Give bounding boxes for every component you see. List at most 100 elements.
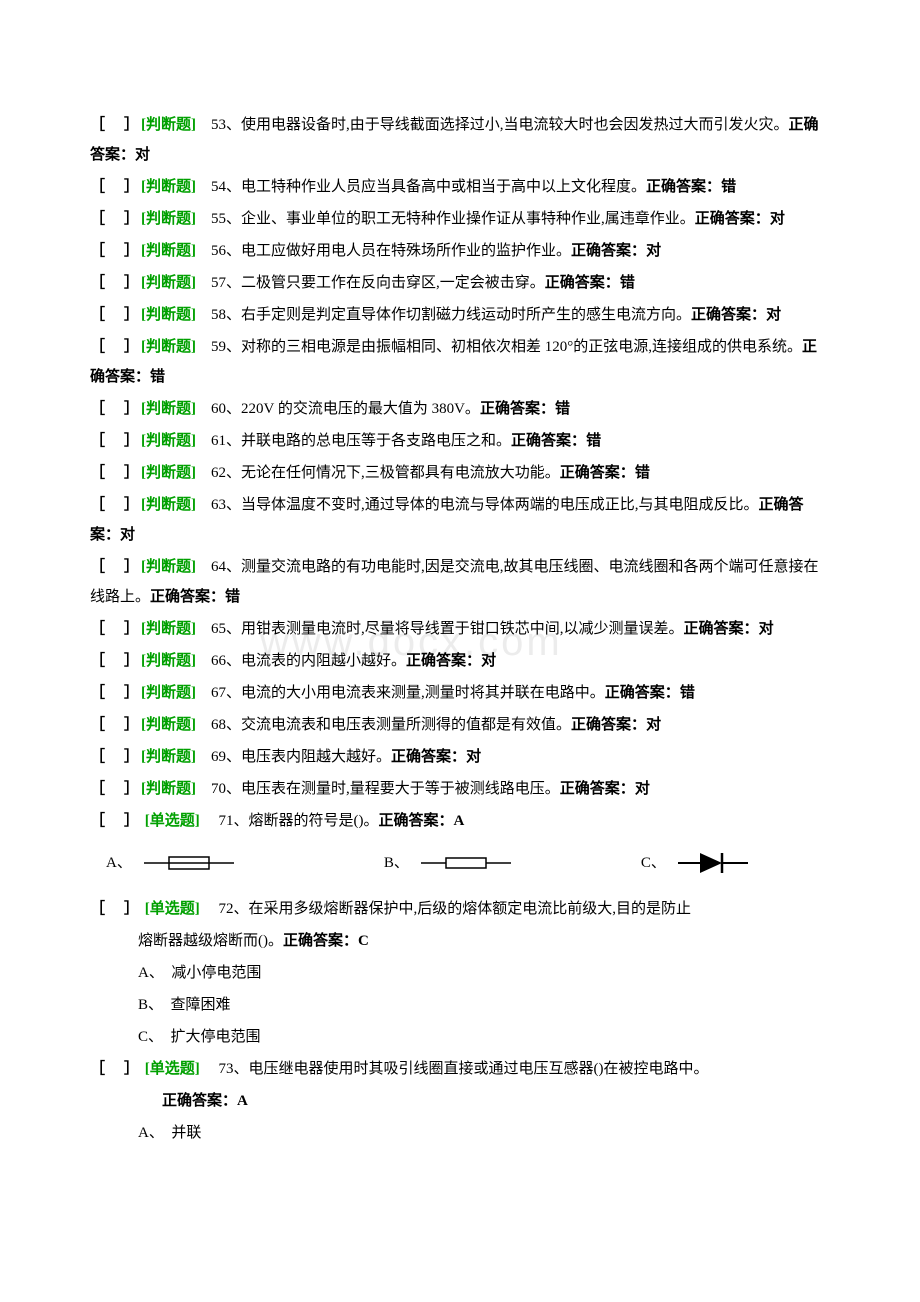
bracket: ［ ］ [90,401,141,417]
bracket: ［ ］ [90,307,141,323]
answer-label: 正确答案： [406,653,481,669]
answer-value: 对 [759,621,774,637]
answer-label: 正确答案： [162,1093,237,1109]
question-type-tag: [单选题] [145,1061,200,1077]
answer-label: 正确答案： [379,813,454,829]
answer-value: 错 [721,179,736,195]
question-70: ［ ］[判断题] 70、电压表在测量时,量程要大于等于被测线路电压。正确答案：对 [90,774,830,804]
question-number: 66 [196,653,226,669]
question-text: 、电流表的内阻越小越好。 [226,653,406,669]
bracket: ［ ］ [90,339,141,355]
bracket: ［ ］ [90,685,141,701]
bracket: ［ ］ [90,275,141,291]
question-number: 59 [196,339,226,355]
answer-label: 正确答案： [511,433,586,449]
question-number: 72 [204,901,234,917]
question-number: 68 [196,717,226,733]
question-number: 53 [196,117,226,133]
bracket: ［ ］ [90,901,141,917]
q73-options: A、 并联 [90,1118,830,1148]
answer-label: 正确答案： [646,179,721,195]
bracket: ［ ］ [90,211,141,227]
question-type-tag: [判断题] [141,211,196,227]
answer-value: 对 [466,749,481,765]
question-type-tag: [判断题] [141,243,196,259]
answer-label: 正确答案： [571,717,646,733]
answer-label: 正确答案： [571,243,646,259]
answer-label: 正确答案： [560,781,635,797]
question-number: 69 [196,749,226,765]
question-number: 57 [196,275,226,291]
question-text: 、220V 的交流电压的最大值为 380V。 [226,401,480,417]
answer-value: 对 [120,527,135,543]
question-66: ［ ］[判断题] 66、电流表的内阻越小越好。正确答案：对 [90,646,830,676]
question-number: 73 [204,1061,234,1077]
answer-value: 对 [635,781,650,797]
answer-value: 对 [646,243,661,259]
question-59: ［ ］[判断题] 59、对称的三相电源是由振幅相同、初相依次相差 120°的正弦… [90,332,830,392]
question-type-tag: [判断题] [141,465,196,481]
bracket: ［ ］ [90,749,141,765]
question-72-cont: 熔断器越级熔断而()。正确答案：C [90,926,830,956]
bracket: ［ ］ [90,559,141,575]
question-68: ［ ］[判断题] 68、交流电流表和电压表测量所测得的值都是有效值。正确答案：对 [90,710,830,740]
question-text-part2: 熔断器越级熔断而()。 [138,933,283,949]
q71-option-c: C、 [641,848,748,878]
question-type-tag: [单选题] [145,901,200,917]
question-69: ［ ］[判断题] 69、电压表内阻越大越好。正确答案：对 [90,742,830,772]
q71-option-b: B、 [384,848,511,878]
question-number: 64 [196,559,226,575]
answer-value: 错 [680,685,695,701]
question-67: ［ ］[判断题] 67、电流的大小用电流表来测量,测量时将其并联在电路中。正确答… [90,678,830,708]
question-58: ［ ］[判断题] 58、右手定则是判定直导体作切割磁力线运动时所产生的感生电流方… [90,300,830,330]
question-type-tag: [判断题] [141,497,196,513]
q71-options: A、 B、 C、 [90,848,830,878]
option-label-a: A、 [106,848,132,878]
question-text: 、电工应做好用电人员在特殊场所作业的监护作业。 [226,243,571,259]
question-type-tag: [判断题] [141,717,196,733]
question-55: ［ ］[判断题] 55、企业、事业单位的职工无特种作业操作证从事特种作业,属违章… [90,204,830,234]
question-71: ［ ］ [单选题] 71、熔断器的符号是()。正确答案：A [90,806,830,836]
option-label-c: C、 [641,848,666,878]
answer-value: 错 [225,589,240,605]
q72-option-a: A、 减小停电范围 [138,958,830,988]
answer-label: 正确答案： [391,749,466,765]
question-text: 、当导体温度不变时,通过导体的电流与导体两端的电压成正比,与其电阻成反比。 [226,497,759,513]
answer-label: 正确答案： [684,621,759,637]
question-56: ［ ］[判断题] 56、电工应做好用电人员在特殊场所作业的监护作业。正确答案：对 [90,236,830,266]
question-text: 、对称的三相电源是由振幅相同、初相依次相差 120°的正弦电源,连接组成的供电系… [226,339,802,355]
question-type-tag: [判断题] [141,275,196,291]
question-text: 、企业、事业单位的职工无特种作业操作证从事特种作业,属违章作业。 [226,211,695,227]
answer-value: 错 [586,433,601,449]
bracket: ［ ］ [90,117,141,133]
question-text: 、无论在任何情况下,三极管都具有电流放大功能。 [226,465,560,481]
question-60: ［ ］[判断题] 60、220V 的交流电压的最大值为 380V。正确答案：错 [90,394,830,424]
answer-value: 错 [620,275,635,291]
question-64: ［ ］[判断题] 64、测量交流电路的有功电能时,因是交流电,故其电压线圈、电流… [90,552,830,612]
answer-value: C [358,933,369,949]
bracket: ［ ］ [90,243,141,259]
question-text: 、电压表内阻越大越好。 [226,749,391,765]
question-text: 、电压表在测量时,量程要大于等于被测线路电压。 [226,781,560,797]
answer-value: 对 [646,717,661,733]
question-type-tag: [判断题] [141,621,196,637]
answer-label: 正确答案： [691,307,766,323]
question-65: ［ ］[判断题] 65、用钳表测量电流时,尽量将导线置于钳口铁芯中间,以减少测量… [90,614,830,644]
answer-value: 对 [135,147,150,163]
fuse-symbol-b-icon [421,853,511,873]
bracket: ［ ］ [90,621,141,637]
question-number: 60 [196,401,226,417]
bracket: ［ ］ [90,1061,141,1077]
fuse-symbol-a-icon [144,853,234,873]
question-number: 65 [196,621,226,637]
q72-options: A、 减小停电范围 B、 查障困难 C、 扩大停电范围 [90,958,830,1052]
option-label-b: B、 [384,848,409,878]
bracket: ［ ］ [90,781,141,797]
question-text: 、右手定则是判定直导体作切割磁力线运动时所产生的感生电流方向。 [226,307,691,323]
bracket: ［ ］ [90,813,141,829]
answer-value: A [237,1093,248,1109]
question-type-tag: [判断题] [141,781,196,797]
question-type-tag: [判断题] [141,559,196,575]
question-62: ［ ］[判断题] 62、无论在任何情况下,三极管都具有电流放大功能。正确答案：错 [90,458,830,488]
question-text: 、用钳表测量电流时,尽量将导线置于钳口铁芯中间,以减少测量误差。 [226,621,684,637]
